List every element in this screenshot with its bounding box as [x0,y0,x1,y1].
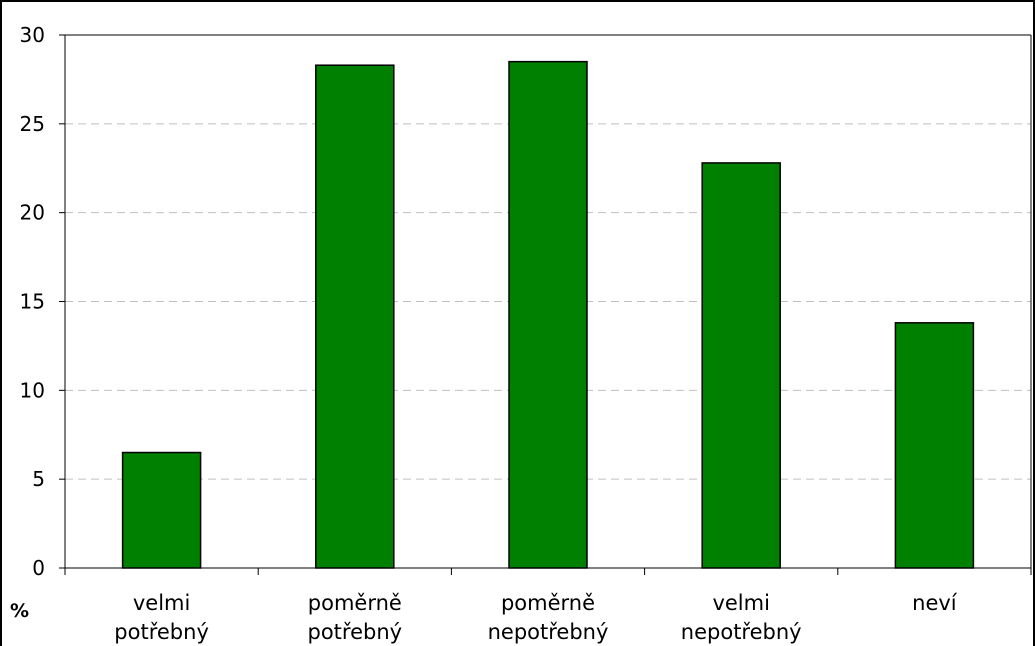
x-category-label: poměrně [308,591,402,615]
bar [315,64,395,569]
x-category-label: neví [912,591,958,615]
y-axis-unit-label: % [10,600,29,622]
x-category-label: poměrně [501,591,595,615]
bar [121,451,202,569]
x-category-label: potřebný [308,620,403,644]
x-category-label: velmi [133,591,190,615]
y-tick-label: 30 [20,23,45,47]
x-category-label: velmi [712,591,769,615]
y-axis: 0 5 10 15 20 25 30 [20,23,66,580]
x-axis: velmi potřebný poměrně potřebný poměrně nepot… [64,567,1032,644]
bars [121,60,975,569]
x-category-label: potřebný [114,620,209,644]
bar [701,162,781,569]
bar [894,322,975,569]
y-tick-label: 10 [20,378,45,402]
y-tick-label: 20 [20,201,45,225]
y-tick-label: 25 [20,112,45,136]
x-category-label: nepotřebný [488,620,609,644]
bar [508,60,588,569]
y-tick-label: 5 [32,467,45,491]
y-tick-label: 0 [32,556,45,580]
y-tick-label: 15 [20,290,45,314]
x-category-label: nepotřebný [681,620,802,644]
